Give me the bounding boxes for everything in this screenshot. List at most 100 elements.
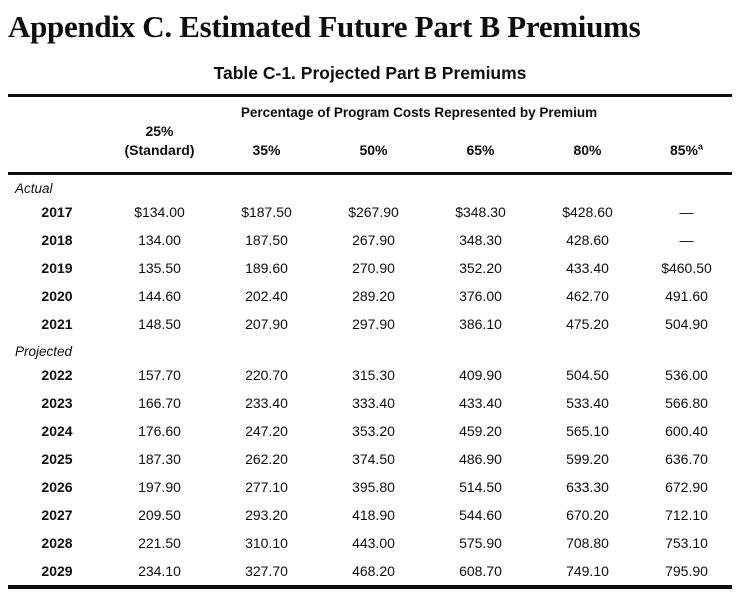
- table-row-2026: 2026 197.90 277.10 395.80 514.50 633.30 672.90: [8, 473, 732, 501]
- value-cell: 333.40: [352, 394, 395, 411]
- value-cell: $428.60: [562, 203, 613, 220]
- table-row-2025: 2025 187.30 262.20 374.50 486.90 599.20 636.70: [8, 445, 732, 473]
- year-cell: 2028: [41, 534, 73, 551]
- year-column-header: [8, 96, 106, 123]
- group-header-row: Percentage of Program Costs Represented …: [8, 96, 732, 123]
- premiums-table: Percentage of Program Costs Represented …: [8, 94, 733, 589]
- value-cell: 166.70: [138, 394, 181, 411]
- table-row-2022: 2022 157.70 220.70 315.30 409.90 504.50 536.00: [8, 361, 732, 389]
- year-cell: 2020: [41, 287, 73, 304]
- value-cell: 197.90: [138, 478, 181, 495]
- value-cell: 443.00: [352, 534, 395, 551]
- column-header-85: 85%a: [669, 141, 704, 159]
- value-cell: 504.90: [665, 315, 708, 332]
- year-cell: 2019: [41, 259, 73, 276]
- column-header-65: 65%: [466, 142, 495, 159]
- section-row-actual: Actual: [8, 173, 732, 198]
- year-cell: 2018: [41, 231, 73, 248]
- year-cell: 2023: [41, 394, 73, 411]
- year-cell: 2024: [41, 422, 73, 439]
- value-cell: 270.90: [352, 259, 395, 276]
- value-cell: 749.10: [566, 562, 609, 579]
- value-cell: 277.10: [245, 478, 288, 495]
- value-cell: $348.30: [455, 203, 506, 220]
- value-cell: 293.20: [245, 506, 288, 523]
- value-cell: 566.80: [665, 394, 708, 411]
- value-cell: 565.10: [566, 422, 609, 439]
- year-cell: 2027: [41, 506, 73, 523]
- value-cell: 433.40: [566, 259, 609, 276]
- table-row-2027: 2027 209.50 293.20 418.90 544.60 670.20 712.10: [8, 501, 732, 529]
- section-row-projected: Projected: [8, 338, 732, 361]
- value-cell: 491.60: [665, 287, 708, 304]
- value-cell: 514.50: [459, 478, 502, 495]
- table-row-2021: 2021 148.50 207.90 297.90 386.10 475.20 504.90: [8, 310, 732, 338]
- value-cell: 608.70: [459, 562, 502, 579]
- value-cell: 247.20: [245, 422, 288, 439]
- table-row-2018: 2018 134.00 187.50 267.90 348.30 428.60 —: [8, 226, 732, 254]
- value-cell: 297.90: [352, 315, 395, 332]
- value-cell: $134.00: [134, 203, 185, 220]
- value-cell: 262.20: [245, 450, 288, 467]
- value-cell: 233.40: [245, 394, 288, 411]
- value-cell: 600.40: [665, 422, 708, 439]
- value-cell: 459.20: [459, 422, 502, 439]
- value-cell: 327.70: [245, 562, 288, 579]
- value-cell: 209.50: [138, 506, 181, 523]
- value-cell: 712.10: [665, 506, 708, 523]
- value-cell: 202.40: [245, 287, 288, 304]
- year-cell: 2026: [41, 478, 73, 495]
- value-cell: 310.10: [245, 534, 288, 551]
- value-cell: 636.70: [665, 450, 708, 467]
- value-cell: 462.70: [566, 287, 609, 304]
- value-cell: 234.10: [138, 562, 181, 579]
- value-cell: $460.50: [661, 259, 712, 276]
- value-cell: 599.20: [566, 450, 609, 467]
- page-title: Appendix C. Estimated Future Part B Prem…: [8, 9, 641, 44]
- value-cell: 221.50: [138, 534, 181, 551]
- value-cell: 475.20: [566, 315, 609, 332]
- value-cell: 433.40: [459, 394, 502, 411]
- value-cell: 795.90: [665, 562, 708, 579]
- value-cell: 753.10: [665, 534, 708, 551]
- value-cell: 468.20: [352, 562, 395, 579]
- value-cell: —: [679, 231, 694, 248]
- table-row-2023: 2023 166.70 233.40 333.40 433.40 533.40 566.80: [8, 389, 732, 417]
- value-cell: $187.50: [241, 203, 292, 220]
- year-cell: 2022: [41, 366, 73, 383]
- column-header-35: 35%: [252, 142, 281, 159]
- value-cell: 134.00: [138, 231, 181, 248]
- value-cell: 536.00: [665, 366, 708, 383]
- year-cell: 2021: [41, 315, 73, 332]
- value-cell: 376.00: [459, 287, 502, 304]
- value-cell: 315.30: [352, 366, 395, 383]
- table-row-2029: 2029 234.10 327.70 468.20 608.70 749.10 795.90: [8, 557, 732, 587]
- column-header-80: 80%: [573, 142, 602, 159]
- value-cell: 672.90: [665, 478, 708, 495]
- value-cell: 187.30: [138, 450, 181, 467]
- value-cell: 504.50: [566, 366, 609, 383]
- table-header: Percentage of Program Costs Represented …: [8, 96, 733, 174]
- value-cell: 187.50: [245, 231, 288, 248]
- table-body: Actual 2017 $134.00 $187.50 $267.90 $348.30 $4…: [8, 173, 732, 587]
- value-cell: 189.60: [245, 259, 288, 276]
- column-header-25-standard: 25% (Standard): [124, 123, 195, 159]
- table-row-2017: 2017 $134.00 $187.50 $267.90 $348.30 $428.60 —: [8, 198, 732, 226]
- value-cell: 352.20: [459, 259, 502, 276]
- table-title: Table C-1. Projected Part B Premiums: [213, 63, 527, 84]
- group-header: Percentage of Program Costs Represented …: [240, 105, 598, 121]
- value-cell: 267.90: [352, 231, 395, 248]
- table-row-2024: 2024 176.60 247.20 353.20 459.20 565.10 600.40: [8, 417, 732, 445]
- value-cell: 395.80: [352, 478, 395, 495]
- year-cell: 2017: [41, 203, 73, 220]
- table-row-2019: 2019 135.50 189.60 270.90 352.20 433.40 $460.5…: [8, 254, 732, 282]
- value-cell: 157.70: [138, 366, 181, 383]
- footnote-marker: a: [698, 141, 704, 152]
- value-cell: 633.30: [566, 478, 609, 495]
- value-cell: 148.50: [138, 315, 181, 332]
- value-cell: 176.60: [138, 422, 181, 439]
- value-cell: 353.20: [352, 422, 395, 439]
- value-cell: 409.90: [459, 366, 502, 383]
- value-cell: 207.90: [245, 315, 288, 332]
- value-cell: 486.90: [459, 450, 502, 467]
